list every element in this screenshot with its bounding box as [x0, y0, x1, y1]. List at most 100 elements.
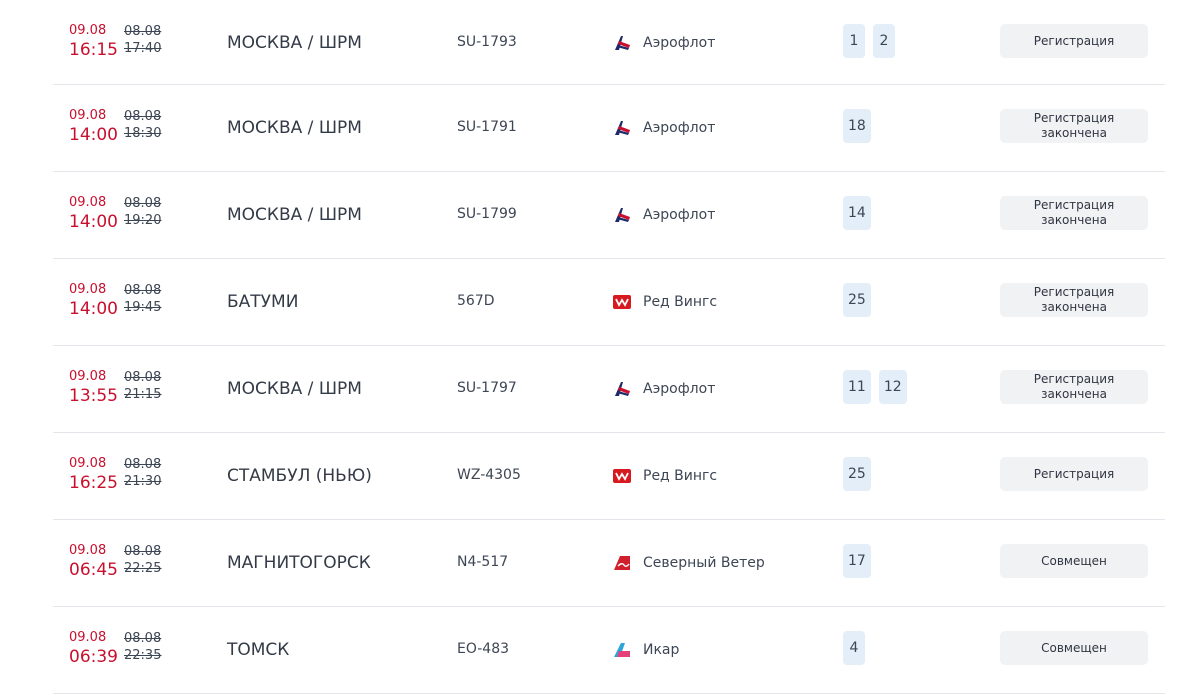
new-date: 09.08 — [69, 195, 107, 210]
flight-row[interactable]: 09.08 06:39 08.08 22:35 ТОМСК EO-483 Икар 4 Совм… — [53, 607, 1165, 694]
airline-name: Ред Вингс — [643, 294, 718, 310]
airline-name: Северный Ветер — [643, 555, 765, 571]
flight-times: 09.08 06:45 08.08 22:25 — [69, 543, 179, 583]
airline-name: Аэрофлот — [643, 35, 716, 51]
redwings-logo-icon — [613, 294, 631, 310]
status-badge[interactable]: Регистрация — [1000, 24, 1148, 58]
flight-number: SU-1791 — [457, 119, 517, 135]
new-date: 09.08 — [69, 630, 107, 645]
scheduled-time: 19:20 — [124, 213, 162, 228]
flight-row[interactable]: 09.08 14:00 08.08 19:45 БАТУМИ 567D Ред Вингс 2… — [53, 259, 1165, 346]
airline: Ред Вингс — [613, 292, 717, 312]
scheduled-time: 17:40 — [124, 41, 162, 56]
ikar-logo-icon — [613, 642, 631, 658]
status-badge[interactable]: Регистрация закончена — [1000, 109, 1148, 143]
flight-number: SU-1799 — [457, 206, 517, 222]
new-time: 13:55 — [69, 386, 118, 406]
check-in-desks: 17 — [843, 544, 871, 578]
airline-name: Аэрофлот — [643, 120, 716, 136]
scheduled-date: 08.08 — [124, 631, 162, 646]
flight-number: N4-517 — [457, 554, 509, 570]
new-time: 14:00 — [69, 299, 118, 319]
gate-badge: 11 — [843, 370, 871, 404]
new-date: 09.08 — [69, 23, 107, 38]
aeroflot-logo-icon — [613, 381, 631, 397]
airline-name: Ред Вингс — [643, 468, 718, 484]
new-date: 09.08 — [69, 282, 107, 297]
scheduled-date: 08.08 — [124, 544, 162, 559]
gate-badge: 4 — [843, 631, 865, 665]
status-badge[interactable]: Регистрация — [1000, 457, 1148, 491]
aeroflot-logo-icon — [613, 207, 631, 223]
airline-name: Икар — [643, 642, 680, 658]
scheduled-date: 08.08 — [124, 196, 162, 211]
status-badge[interactable]: Регистрация закончена — [1000, 196, 1148, 230]
flight-times: 09.08 13:55 08.08 21:15 — [69, 369, 179, 409]
redwings-logo-icon — [613, 468, 631, 484]
scheduled-time: 22:25 — [124, 561, 162, 576]
destination: МОСКВА / ШРМ — [227, 118, 362, 138]
flight-row[interactable]: 09.08 13:55 08.08 21:15 МОСКВА / ШРМ SU-1797 А… — [53, 346, 1165, 433]
aeroflot-logo-icon — [613, 35, 631, 51]
new-time: 14:00 — [69, 212, 118, 232]
new-date: 09.08 — [69, 543, 107, 558]
status-badge[interactable]: Совмещен — [1000, 544, 1148, 578]
nordwind-logo-icon — [613, 555, 631, 571]
check-in-desks: 25 — [843, 457, 871, 491]
airline-name: Аэрофлот — [643, 381, 716, 397]
destination: МОСКВА / ШРМ — [227, 205, 362, 225]
check-in-desks: 25 — [843, 283, 871, 317]
status-badge[interactable]: Регистрация закончена — [1000, 283, 1148, 317]
new-time: 14:00 — [69, 125, 118, 145]
scheduled-time: 21:15 — [124, 387, 162, 402]
scheduled-date: 08.08 — [124, 24, 162, 39]
destination: МОСКВА / ШРМ — [227, 379, 362, 399]
flight-number: EO-483 — [457, 641, 510, 657]
status-badge[interactable]: Совмещен — [1000, 631, 1148, 665]
scheduled-time: 21:30 — [124, 474, 162, 489]
scheduled-date: 08.08 — [124, 457, 162, 472]
new-date: 09.08 — [69, 108, 107, 123]
airline: Аэрофлот — [613, 205, 715, 225]
flight-number: 567D — [457, 293, 495, 309]
flight-times: 09.08 14:00 08.08 18:30 — [69, 108, 179, 148]
destination: МАГНИТОГОРСК — [227, 553, 371, 573]
airline: Аэрофлот — [613, 379, 715, 399]
flight-row[interactable]: 09.08 14:00 08.08 19:20 МОСКВА / ШРМ SU-1799 А… — [53, 172, 1165, 259]
gate-badge: 25 — [843, 457, 871, 491]
flight-times: 09.08 14:00 08.08 19:45 — [69, 282, 179, 322]
flight-times: 09.08 06:39 08.08 22:35 — [69, 630, 179, 670]
new-time: 16:25 — [69, 473, 118, 493]
new-time: 06:45 — [69, 560, 118, 580]
scheduled-time: 19:45 — [124, 300, 162, 315]
gate-badge: 18 — [843, 109, 871, 143]
flight-row[interactable]: 09.08 06:45 08.08 22:25 МАГНИТОГОРСК N4-517 Се… — [53, 520, 1165, 607]
flight-times: 09.08 16:15 08.08 17:40 — [69, 23, 179, 63]
destination: СТАМБУЛ (НЬЮ) — [227, 466, 372, 486]
flight-row[interactable]: 09.08 16:15 08.08 17:40 МОСКВА / ШРМ SU-1793 А… — [53, 0, 1165, 85]
status-badge[interactable]: Регистрация закончена — [1000, 370, 1148, 404]
flight-board: 09.08 16:15 08.08 17:40 МОСКВА / ШРМ SU-1793 А… — [53, 0, 1165, 694]
new-time: 16:15 — [69, 40, 118, 60]
aeroflot-logo-icon — [613, 120, 631, 136]
check-in-desks: 18 — [843, 109, 871, 143]
airline: Аэрофлот — [613, 33, 715, 53]
airline: Икар — [613, 640, 679, 660]
gate-badge: 1 — [843, 24, 865, 58]
scheduled-date: 08.08 — [124, 370, 162, 385]
flight-number: SU-1797 — [457, 380, 517, 396]
airline: Аэрофлот — [613, 118, 715, 138]
flight-times: 09.08 14:00 08.08 19:20 — [69, 195, 179, 235]
airline: Ред Вингс — [613, 466, 717, 486]
scheduled-date: 08.08 — [124, 109, 162, 124]
flight-row[interactable]: 09.08 16:25 08.08 21:30 СТАМБУЛ (НЬЮ) WZ-4305… — [53, 433, 1165, 520]
destination: БАТУМИ — [227, 292, 299, 312]
scheduled-date: 08.08 — [124, 283, 162, 298]
gate-badge: 17 — [843, 544, 871, 578]
flight-row[interactable]: 09.08 14:00 08.08 18:30 МОСКВА / ШРМ SU-1791 А… — [53, 85, 1165, 172]
check-in-desks: 11 12 — [843, 370, 907, 404]
gate-badge: 25 — [843, 283, 871, 317]
flight-number: WZ-4305 — [457, 467, 521, 483]
airline-name: Аэрофлот — [643, 207, 716, 223]
flight-number: SU-1793 — [457, 34, 517, 50]
